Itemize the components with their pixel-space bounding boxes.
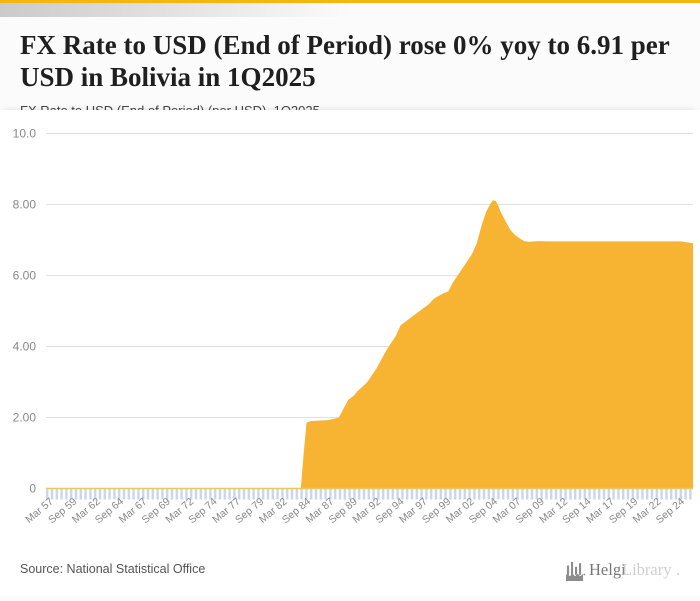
svg-text:2.00: 2.00 — [13, 411, 37, 425]
svg-text:4.00: 4.00 — [13, 340, 37, 354]
svg-text:Library: Library — [622, 560, 672, 579]
svg-text:10.0: 10.0 — [13, 127, 37, 141]
svg-text:6.00: 6.00 — [13, 269, 37, 283]
svg-text:8.00: 8.00 — [13, 198, 37, 212]
svg-text:0: 0 — [29, 482, 36, 496]
svg-text:Helgi: Helgi — [589, 560, 626, 579]
svg-text:.: . — [676, 560, 680, 579]
